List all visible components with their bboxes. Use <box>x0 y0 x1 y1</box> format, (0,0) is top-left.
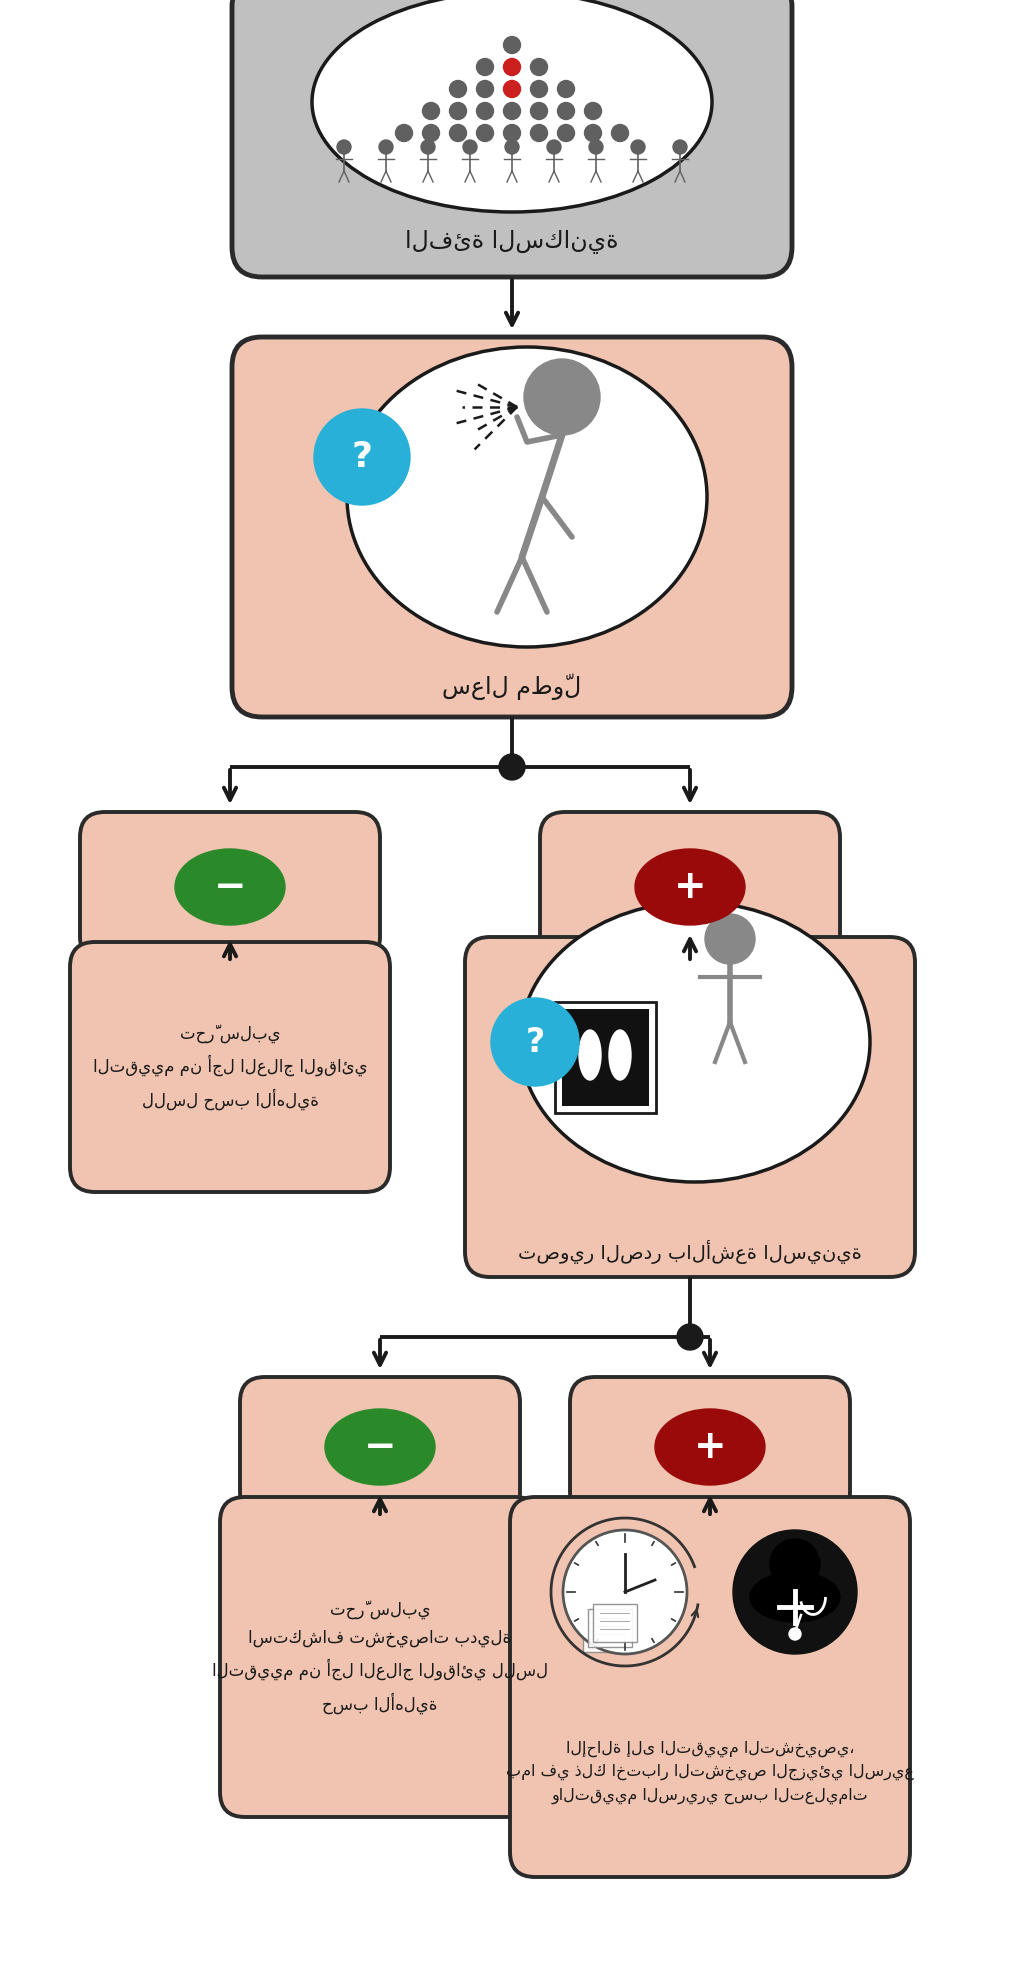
Circle shape <box>490 997 579 1087</box>
Circle shape <box>557 103 574 119</box>
Circle shape <box>778 1540 822 1584</box>
Circle shape <box>423 103 439 119</box>
Circle shape <box>504 103 520 119</box>
Text: −: − <box>364 1429 396 1466</box>
Circle shape <box>505 139 519 155</box>
Text: +: + <box>674 868 707 906</box>
Circle shape <box>476 58 494 76</box>
Text: −: − <box>214 868 247 906</box>
Circle shape <box>421 139 435 155</box>
Circle shape <box>780 1542 820 1582</box>
Circle shape <box>585 103 601 119</box>
FancyBboxPatch shape <box>465 938 915 1278</box>
FancyBboxPatch shape <box>561 1009 648 1105</box>
Circle shape <box>499 753 525 781</box>
Circle shape <box>557 125 574 141</box>
FancyBboxPatch shape <box>80 813 380 962</box>
FancyBboxPatch shape <box>240 1377 520 1516</box>
Ellipse shape <box>579 1029 601 1081</box>
Circle shape <box>530 81 548 97</box>
Circle shape <box>557 81 574 97</box>
Circle shape <box>379 139 393 155</box>
Text: الإحالة إلى التقييم التشخيصي،
بما في ذلك اختبار التشخيص الجزيئي السريع
والتقييم : الإحالة إلى التقييم التشخيصي، بما في ذلك… <box>506 1741 914 1804</box>
FancyBboxPatch shape <box>555 1001 655 1113</box>
Ellipse shape <box>325 1409 435 1484</box>
Circle shape <box>476 125 494 141</box>
Circle shape <box>463 139 477 155</box>
Text: ?: ? <box>525 1025 545 1059</box>
FancyBboxPatch shape <box>232 338 792 717</box>
FancyBboxPatch shape <box>593 1604 637 1641</box>
FancyBboxPatch shape <box>232 0 792 276</box>
Circle shape <box>314 409 410 505</box>
FancyBboxPatch shape <box>510 1496 910 1878</box>
Circle shape <box>611 125 629 141</box>
FancyBboxPatch shape <box>570 1377 850 1516</box>
Circle shape <box>705 914 755 964</box>
Ellipse shape <box>347 348 707 648</box>
Ellipse shape <box>609 1029 631 1081</box>
Circle shape <box>504 58 520 76</box>
Circle shape <box>733 1530 857 1653</box>
Circle shape <box>504 36 520 54</box>
Circle shape <box>530 125 548 141</box>
Text: تصوير الصدر بالأشعة السينية: تصوير الصدر بالأشعة السينية <box>518 1240 862 1264</box>
Circle shape <box>589 139 603 155</box>
Ellipse shape <box>655 1409 765 1484</box>
Circle shape <box>395 125 413 141</box>
Text: ?: ? <box>351 439 373 475</box>
Ellipse shape <box>750 1572 840 1621</box>
Ellipse shape <box>520 902 870 1182</box>
Circle shape <box>530 58 548 76</box>
Circle shape <box>790 1627 801 1639</box>
Circle shape <box>504 125 520 141</box>
Circle shape <box>631 139 645 155</box>
Circle shape <box>673 139 687 155</box>
Ellipse shape <box>312 0 712 213</box>
Ellipse shape <box>635 848 745 926</box>
Circle shape <box>677 1323 703 1349</box>
FancyBboxPatch shape <box>588 1609 632 1647</box>
Text: الفئة السكانية: الفئة السكانية <box>406 230 618 254</box>
Circle shape <box>476 103 494 119</box>
Circle shape <box>337 139 351 155</box>
Circle shape <box>563 1530 687 1653</box>
FancyBboxPatch shape <box>540 813 840 962</box>
FancyBboxPatch shape <box>70 942 390 1192</box>
Text: تحرّ سلبي
التقييم من أجل العلاج الوقائي
للسل حسب الأهلية: تحرّ سلبي التقييم من أجل العلاج الوقائي … <box>93 1023 368 1111</box>
Circle shape <box>423 125 439 141</box>
Circle shape <box>450 103 467 119</box>
Text: تحرّ سلبي
استكشاف تشخيصات بديلة
التقييم من أجل العلاج الوقائي للسل
حسب الأهلية: تحرّ سلبي استكشاف تشخيصات بديلة التقييم … <box>212 1600 548 1715</box>
Circle shape <box>770 1540 820 1590</box>
Text: +: + <box>693 1429 726 1466</box>
FancyBboxPatch shape <box>220 1496 540 1816</box>
Circle shape <box>585 125 601 141</box>
Circle shape <box>476 81 494 97</box>
FancyBboxPatch shape <box>583 1613 627 1651</box>
Circle shape <box>450 81 467 97</box>
Ellipse shape <box>175 848 285 926</box>
Circle shape <box>530 103 548 119</box>
Circle shape <box>450 125 467 141</box>
Circle shape <box>504 81 520 97</box>
Text: سعال مطوّل: سعال مطوّل <box>442 674 582 699</box>
Circle shape <box>524 360 600 435</box>
Circle shape <box>547 139 561 155</box>
